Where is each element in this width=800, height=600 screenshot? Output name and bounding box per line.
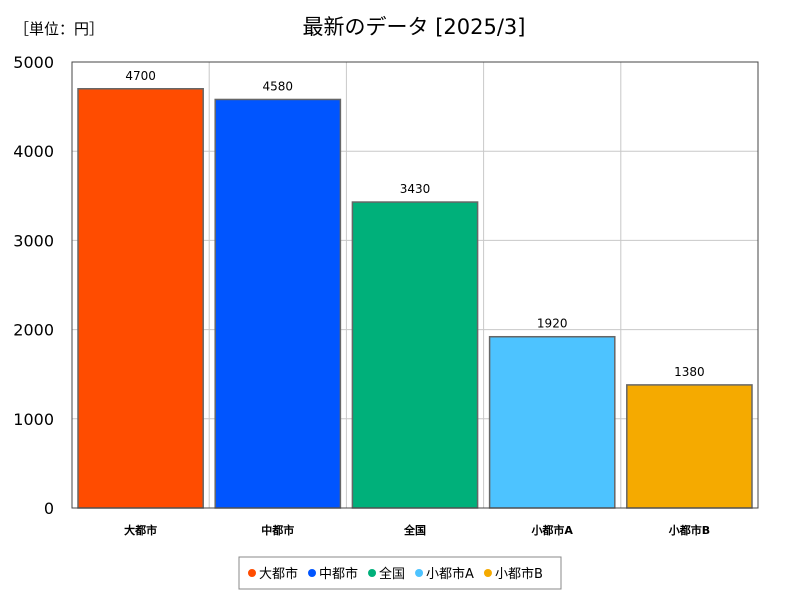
y-tick-label: 4000 xyxy=(13,142,54,161)
y-axis-ticks: 0 1000 2000 3000 4000 5000 xyxy=(13,53,54,518)
unit-label: ［単位：円］ xyxy=(14,20,104,38)
y-tick-label: 3000 xyxy=(13,231,54,250)
legend-marker xyxy=(368,569,377,577)
chart-title: 最新のデータ [2025/3] xyxy=(303,15,526,39)
legend-marker xyxy=(415,569,424,577)
legend-marker xyxy=(248,569,256,577)
bar-4 xyxy=(626,384,753,509)
legend-marker xyxy=(308,569,317,577)
data-labels: 4700 4580 3430 1920 1380 xyxy=(125,69,704,379)
x-tick-label: 全国 xyxy=(403,523,426,537)
data-label: 1920 xyxy=(537,317,568,331)
x-tick-label: 小都市B xyxy=(668,523,710,537)
data-label: 3430 xyxy=(400,182,431,196)
y-tick-label: 1000 xyxy=(13,410,54,429)
legend-marker xyxy=(483,569,492,577)
data-label: 4580 xyxy=(263,79,294,93)
bar-0 xyxy=(77,88,204,509)
bar-1 xyxy=(214,98,342,509)
data-label: 4700 xyxy=(125,69,156,83)
y-tick-label: 2000 xyxy=(13,321,54,340)
legend-entry: 中都市 xyxy=(319,566,358,582)
x-tick-label: 小都市A xyxy=(530,523,573,537)
bars xyxy=(77,88,753,509)
legend-box xyxy=(238,556,562,590)
y-tick-label: 5000 xyxy=(13,53,54,72)
legend-entry: 全国 xyxy=(379,566,405,582)
legend-entry: 小都市B xyxy=(495,566,543,582)
legend: 大都市 中都市 全国 小都市A 小都市B xyxy=(238,556,562,590)
data-label: 1380 xyxy=(674,365,705,379)
x-tick-label: 中都市 xyxy=(261,523,294,537)
bar-2 xyxy=(351,201,479,509)
legend-entry: 小都市A xyxy=(426,566,474,582)
x-tick-label: 大都市 xyxy=(124,523,157,537)
x-axis-ticks: 大都市 中都市 全国 小都市A 小都市B xyxy=(124,523,710,537)
plot-frame xyxy=(71,61,759,509)
bar-3 xyxy=(488,335,616,509)
y-tick-label: 0 xyxy=(44,499,54,518)
legend-entry: 大都市 xyxy=(259,566,298,582)
